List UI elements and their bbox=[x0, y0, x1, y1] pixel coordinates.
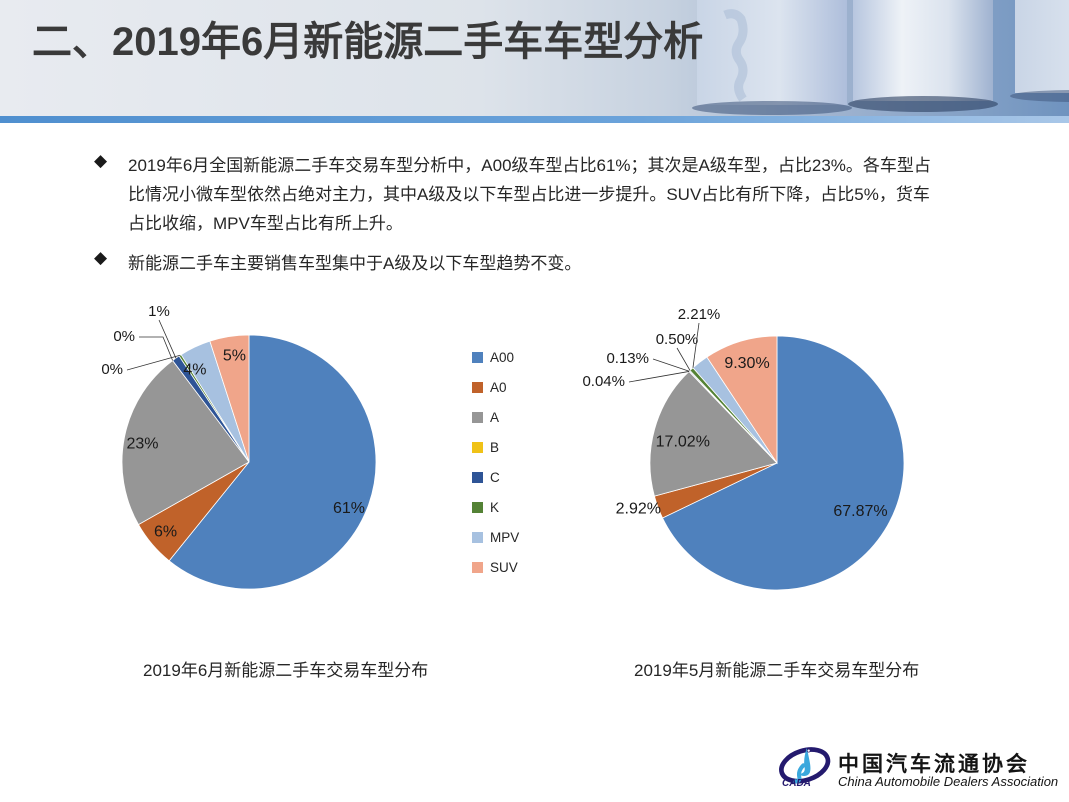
svg-text:CADA: CADA bbox=[782, 778, 811, 787]
svg-text:C: C bbox=[490, 470, 500, 485]
svg-text:A: A bbox=[490, 410, 499, 425]
svg-text:A00: A00 bbox=[490, 350, 514, 365]
svg-text:23%: 23% bbox=[126, 436, 158, 453]
svg-text:2.21%: 2.21% bbox=[678, 306, 721, 323]
svg-text:K: K bbox=[490, 500, 499, 515]
svg-text:A0: A0 bbox=[490, 380, 507, 395]
svg-text:67.87%: 67.87% bbox=[833, 503, 887, 520]
svg-text:MPV: MPV bbox=[490, 530, 519, 545]
svg-text:1%: 1% bbox=[148, 303, 170, 320]
svg-text:0%: 0% bbox=[101, 361, 123, 378]
svg-text:17.02%: 17.02% bbox=[656, 434, 710, 451]
svg-text:9.30%: 9.30% bbox=[724, 355, 769, 372]
svg-text:SUV: SUV bbox=[490, 560, 518, 575]
svg-text:61%: 61% bbox=[333, 500, 365, 517]
svg-text:6%: 6% bbox=[154, 523, 177, 540]
svg-text:0%: 0% bbox=[113, 328, 135, 345]
svg-text:4%: 4% bbox=[183, 362, 206, 379]
svg-text:5%: 5% bbox=[223, 348, 246, 365]
svg-text:B: B bbox=[490, 440, 499, 455]
svg-text:0.50%: 0.50% bbox=[656, 331, 699, 348]
svg-text:0.04%: 0.04% bbox=[582, 373, 625, 390]
svg-text:2.92%: 2.92% bbox=[616, 501, 661, 518]
svg-text:0.13%: 0.13% bbox=[606, 350, 649, 367]
